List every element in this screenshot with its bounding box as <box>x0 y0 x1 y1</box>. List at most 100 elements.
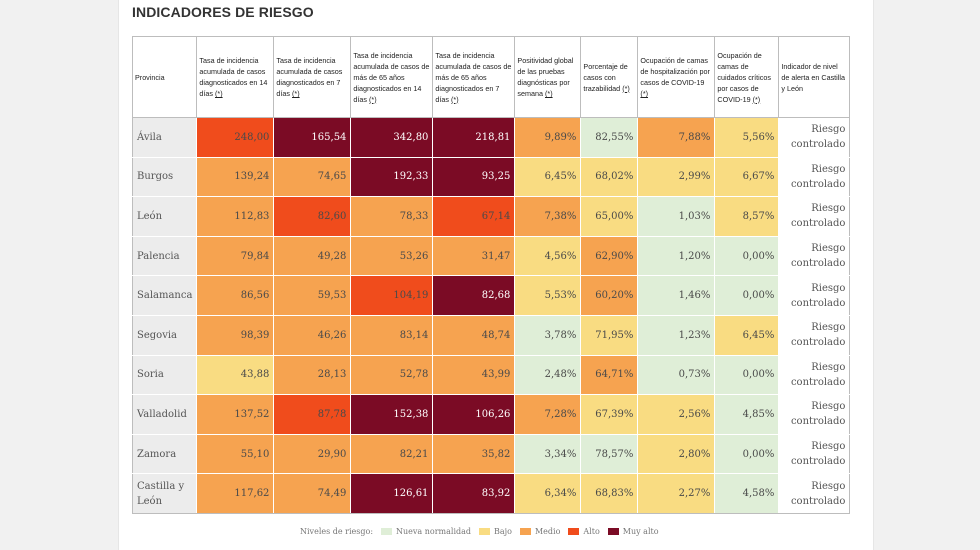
value-cell: 2,27% <box>637 473 716 514</box>
alert-level-cell: Riesgo controlado <box>778 117 851 158</box>
footnote-link[interactable]: (*) <box>215 89 223 98</box>
alert-level-cell: Riesgo controlado <box>778 156 851 198</box>
alert-level-cell: Riesgo controlado <box>778 433 851 475</box>
header-ia65-14: Tasa de incidencia acumulada de casos de… <box>350 36 434 118</box>
value-cell: 83,92 <box>432 473 516 514</box>
value-cell: 112,83 <box>196 196 275 237</box>
alert-level-cell: Riesgo controlado <box>778 235 851 277</box>
legend-item-bajo: Bajo <box>494 527 512 536</box>
value-cell: 7,38% <box>514 196 582 237</box>
value-cell: 71,95% <box>580 314 639 356</box>
value-cell: 2,99% <box>637 156 716 198</box>
province-cell: Burgos <box>131 156 198 198</box>
table-row: Zamora 55,10 29,90 82,21 35,82 3,34% 78,57% 2,8… <box>131 433 851 475</box>
value-cell: 8,57% <box>714 196 780 237</box>
value-cell: 3,78% <box>514 314 582 356</box>
value-cell: 126,61 <box>350 473 434 514</box>
value-cell: 74,65 <box>273 156 352 198</box>
province-cell: Ávila <box>131 117 198 158</box>
value-cell: 0,73% <box>637 354 716 396</box>
legend-item-alto: Alto <box>583 527 600 536</box>
value-cell: 62,90% <box>580 235 639 277</box>
footnote-link[interactable]: (*) <box>369 94 377 104</box>
province-cell: Castilla y León <box>131 473 198 514</box>
footnote-link[interactable]: (*) <box>622 83 630 93</box>
header-trazabilidad: Porcentaje de casos con trazabilidad (*) <box>580 36 639 118</box>
alert-level-cell: Riesgo controlado <box>778 354 851 396</box>
province-cell: Zamora <box>131 433 198 475</box>
value-cell: 1,03% <box>637 196 716 237</box>
value-cell: 7,28% <box>514 394 582 435</box>
province-cell: Valladolid <box>131 394 198 435</box>
value-cell: 82,68 <box>432 275 516 316</box>
value-cell: 49,28 <box>273 235 352 277</box>
value-cell: 6,45% <box>514 156 582 198</box>
header-provincia: Provincia <box>131 36 198 118</box>
value-cell: 137,52 <box>196 394 275 435</box>
legend-label: Niveles de riesgo: <box>300 527 374 536</box>
value-cell: 53,26 <box>350 235 434 277</box>
header-positividad: Positividad global de las pruebas diagnó… <box>514 36 582 118</box>
value-cell: 0,00% <box>714 433 780 475</box>
value-cell: 46,26 <box>273 314 352 356</box>
value-cell: 55,10 <box>196 433 275 475</box>
value-cell: 5,53% <box>514 275 582 316</box>
table-row: Castilla y León 117,62 74,49 126,61 83,92 6,3… <box>131 473 851 514</box>
table-row: Valladolid 137,52 87,78 152,38 106,26 7,28% 67… <box>131 394 851 435</box>
value-cell: 31,47 <box>432 235 516 277</box>
value-cell: 342,80 <box>350 117 434 158</box>
value-cell: 117,62 <box>196 473 275 514</box>
value-cell: 98,39 <box>196 314 275 356</box>
value-cell: 83,14 <box>350 314 434 356</box>
value-cell: 3,34% <box>514 433 582 475</box>
value-cell: 68,02% <box>580 156 639 198</box>
value-cell: 9,89% <box>514 117 582 158</box>
alert-level-cell: Riesgo controlado <box>778 314 851 356</box>
value-cell: 74,49 <box>273 473 352 514</box>
value-cell: 64,71% <box>580 354 639 396</box>
value-cell: 67,14 <box>432 196 516 237</box>
legend-item-muy-alto: Muy alto <box>622 527 659 536</box>
section-title: INDICADORES DE RIESGO <box>132 4 314 20</box>
value-cell: 65,00% <box>580 196 639 237</box>
value-cell: 86,56 <box>196 275 275 316</box>
value-cell: 1,46% <box>637 275 716 316</box>
value-cell: 106,26 <box>432 394 516 435</box>
province-cell: Segovia <box>131 314 198 356</box>
table-row: Ávila 248,00 165,54 342,80 218,81 9,89% 82,55%… <box>131 117 851 158</box>
legend-swatch-bajo <box>479 528 491 535</box>
footnote-link[interactable]: (*) <box>640 89 649 98</box>
province-cell: León <box>131 196 198 237</box>
value-cell: 78,33 <box>350 196 434 237</box>
value-cell: 4,85% <box>714 394 780 435</box>
value-cell: 6,34% <box>514 473 582 514</box>
value-cell: 43,99 <box>432 354 516 396</box>
value-cell: 29,90 <box>273 433 352 475</box>
province-cell: Soria <box>131 354 198 396</box>
value-cell: 6,45% <box>714 314 780 356</box>
footnote-link[interactable]: (*) <box>545 89 553 98</box>
footnote-link[interactable]: (*) <box>292 89 300 98</box>
value-cell: 139,24 <box>196 156 275 198</box>
value-cell: 165,54 <box>273 117 352 158</box>
value-cell: 192,33 <box>350 156 434 198</box>
risk-indicators-table: Provincia Tasa de incidencia acumulada d… <box>131 36 851 514</box>
value-cell: 218,81 <box>432 117 516 158</box>
value-cell: 4,56% <box>514 235 582 277</box>
value-cell: 0,00% <box>714 354 780 396</box>
footnote-link[interactable]: (*) <box>752 94 761 104</box>
table-row: Soria 43,88 28,13 52,78 43,99 2,48% 64,71% 0,73… <box>131 354 851 396</box>
value-cell: 7,88% <box>637 117 716 158</box>
value-cell: 152,38 <box>350 394 434 435</box>
header-ia14: Tasa de incidencia acumulada de casos di… <box>196 36 275 118</box>
value-cell: 68,83% <box>580 473 639 514</box>
risk-legend: Niveles de riesgo: Nueva normalidad Bajo… <box>300 527 659 536</box>
footnote-link[interactable]: (*) <box>451 94 459 104</box>
table-row: Segovia 98,39 46,26 83,14 48,74 3,78% 71,95% 1,… <box>131 314 851 356</box>
legend-swatch-muy-alto <box>607 528 619 535</box>
legend-swatch-nueva-normalidad <box>381 528 393 535</box>
header-hospitalizacion: Ocupación de camas de hospitalización po… <box>637 36 716 118</box>
alert-level-cell: Riesgo controlado <box>778 473 851 514</box>
value-cell: 48,74 <box>432 314 516 356</box>
value-cell: 2,48% <box>514 354 582 396</box>
